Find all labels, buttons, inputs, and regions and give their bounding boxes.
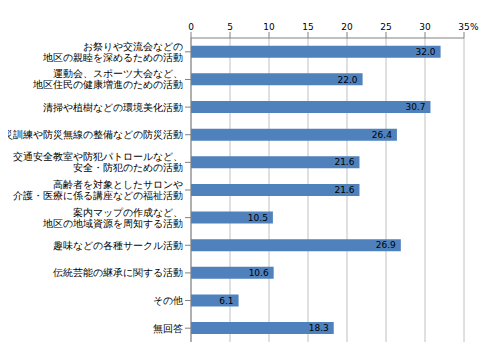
svg-text:20: 20 [341, 22, 353, 32]
svg-text:35: 35 [458, 22, 469, 32]
svg-text:交通安全教室や防犯パトロールなど、安全・防犯のための活動: 交通安全教室や防犯パトロールなど、安全・防犯のための活動 [13, 151, 183, 173]
svg-text:運動会、スポーツ大会など、地区住民の健康増進のための活動: 運動会、スポーツ大会など、地区住民の健康増進のための活動 [32, 68, 183, 90]
svg-text:高齢者を対象としたサロンや介護・医療に係る講座などの福祉活動: 高齢者を対象としたサロンや介護・医療に係る講座などの福祉活動 [13, 179, 183, 201]
svg-text:30: 30 [419, 22, 431, 32]
svg-text:その他: その他 [153, 295, 183, 306]
svg-text:6.1: 6.1 [219, 296, 233, 306]
svg-text:趣味などの各種サークル活動: 趣味などの各種サークル活動 [53, 240, 183, 251]
svg-text:伝統芸能の継承に関する活動: 伝統芸能の継承に関する活動 [53, 267, 183, 278]
svg-text:32.0: 32.0 [416, 47, 436, 57]
svg-text:15: 15 [302, 22, 313, 32]
svg-text:清掃や植樹などの環境美化活動: 清掃や植樹などの環境美化活動 [43, 102, 183, 113]
svg-text:22.0: 22.0 [338, 75, 358, 85]
svg-text:10: 10 [263, 22, 275, 32]
svg-text:10.5: 10.5 [248, 213, 268, 223]
svg-text:お祭りや交流会などの地区の親睦を深めるための活動: お祭りや交流会などの地区の親睦を深めるための活動 [42, 41, 183, 63]
svg-text:26.9: 26.9 [376, 240, 396, 250]
svg-text:無回答: 無回答 [153, 323, 183, 334]
svg-text:案内マップの作成など、地区の地域資源を周知する活動: 案内マップの作成など、地区の地域資源を周知する活動 [42, 207, 183, 229]
svg-text:防災訓練や防災無線の整備などの防災活動: 防災訓練や防災無線の整備などの防災活動 [8, 129, 183, 140]
svg-text:5: 5 [227, 22, 233, 32]
svg-text:21.6: 21.6 [334, 157, 354, 167]
svg-text:%: % [470, 22, 479, 32]
svg-text:10.6: 10.6 [249, 268, 269, 278]
svg-text:26.4: 26.4 [372, 130, 392, 140]
svg-text:30.7: 30.7 [405, 102, 425, 112]
svg-text:0: 0 [188, 22, 194, 32]
svg-text:21.6: 21.6 [334, 185, 354, 195]
svg-text:18.3: 18.3 [309, 323, 329, 333]
svg-text:25: 25 [380, 22, 391, 32]
